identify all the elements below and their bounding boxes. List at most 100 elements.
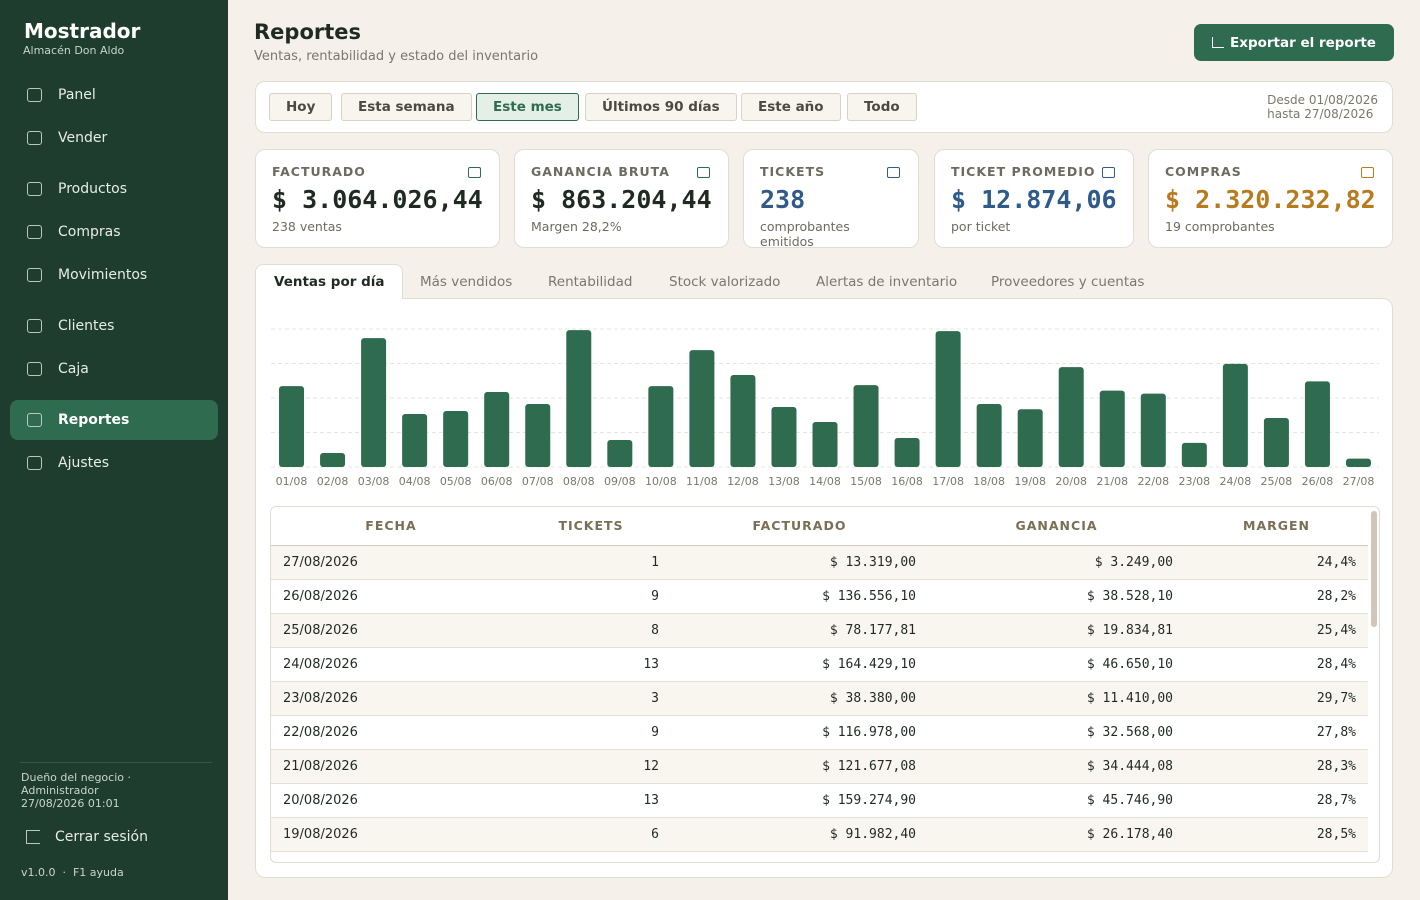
bar <box>1017 409 1043 467</box>
nav-item[interactable]: Vender <box>10 118 218 158</box>
kpi-label: TICKETS <box>760 164 826 179</box>
x-tick-label: 26/08 <box>1302 475 1334 488</box>
filter-button[interactable]: Esta semana <box>341 93 472 121</box>
filter-button[interactable]: Este mes <box>476 93 579 121</box>
tab[interactable]: Proveedores y cuentas <box>991 273 1145 290</box>
table-cell: $ 116.978,00 <box>671 715 928 750</box>
filter-button[interactable]: Últimos 90 días <box>585 93 737 121</box>
nav-icon <box>27 182 42 196</box>
table-cell: 28,2% <box>1185 579 1368 614</box>
bar <box>443 411 469 467</box>
kpi-card: TICKETS 238 comprobantes emitidos <box>743 149 919 249</box>
version: v1.0.0 · F1 ayuda <box>21 866 124 879</box>
column-header[interactable]: GANANCIA <box>928 507 1185 546</box>
table-row: 27/08/2026 1 $ 13.319,00 $ 3.249,00 24,4% <box>271 545 1368 580</box>
table-cell: 21/08/2026 <box>271 749 511 784</box>
table-cell: $ 164.429,10 <box>671 647 928 682</box>
bar <box>689 350 715 467</box>
kpi-note: 19 comprobantes <box>1165 219 1275 234</box>
bar <box>361 338 387 467</box>
logout[interactable]: Cerrar sesión <box>55 829 148 845</box>
kpi-note: por ticket <box>951 219 1011 234</box>
tab[interactable]: Rentabilidad <box>548 273 633 290</box>
bar <box>648 386 674 467</box>
filter-button[interactable]: Todo <box>847 93 917 121</box>
x-tick-label: 01/08 <box>276 475 308 488</box>
table-cell: 6 <box>511 817 671 852</box>
nav-item[interactable]: Clientes <box>10 306 218 346</box>
table-cell: $ 3.249,00 <box>928 545 1185 580</box>
table-cell: 23/08/2026 <box>271 681 511 716</box>
datetime: 27/08/2026 01:01 <box>21 797 120 810</box>
table-cell: $ 45.746,90 <box>928 783 1185 818</box>
kpi-icon <box>887 167 900 178</box>
nav-label: Panel <box>58 87 96 103</box>
table-cell: 27/08/2026 <box>271 545 511 580</box>
table-cell: $ 78.177,81 <box>671 613 928 648</box>
export-label: Exportar el reporte <box>1230 34 1376 51</box>
table-cell: $ 38.380,00 <box>671 681 928 716</box>
table-row: 23/08/2026 3 $ 38.380,00 $ 11.410,00 29,7% <box>271 681 1368 716</box>
column-header[interactable]: MARGEN <box>1185 507 1368 546</box>
range-from: Desde 01/08/2026 <box>1267 93 1378 107</box>
nav-item[interactable]: Caja <box>10 349 218 389</box>
page-title: Reportes <box>254 20 362 44</box>
kpi-card: FACTURADO $ 3.064.026,44 238 ventas <box>255 149 500 248</box>
nav-label: Caja <box>58 361 89 377</box>
sidebar: Mostrador Almacén Don Aldo Dueño del neg… <box>0 0 228 900</box>
x-tick-label: 07/08 <box>522 475 554 488</box>
user-role: Dueño del negocio · <box>21 771 131 784</box>
nav-item[interactable]: Movimientos <box>10 255 218 295</box>
x-tick-label: 20/08 <box>1055 475 1087 488</box>
bar <box>935 331 961 467</box>
x-tick-label: 10/08 <box>645 475 677 488</box>
table-row: 25/08/2026 8 $ 78.177,81 $ 19.834,81 25,4% <box>271 613 1368 648</box>
nav-item[interactable]: Panel <box>10 75 218 115</box>
kpi-card: COMPRAS $ 2.320.232,82 19 comprobantes <box>1148 149 1393 248</box>
table-row: 19/08/2026 6 $ 91.982,40 $ 26.178,40 28,5% <box>271 817 1368 852</box>
kpi-card: GANANCIA BRUTA $ 863.204,44 Margen 28,2% <box>514 149 729 248</box>
x-tick-label: 02/08 <box>317 475 349 488</box>
table-cell: 28,3% <box>1185 749 1368 784</box>
nav-icon <box>27 268 42 282</box>
bar <box>1058 367 1084 467</box>
table-cell: 24/08/2026 <box>271 647 511 682</box>
nav-icon <box>27 456 42 470</box>
table-row: 22/08/2026 9 $ 116.978,00 $ 32.568,00 27,8% <box>271 715 1368 750</box>
nav-item[interactable]: Ajustes <box>10 443 218 483</box>
bar <box>812 422 838 467</box>
tab[interactable]: Ventas por día <box>255 264 404 299</box>
kpi-label: FACTURADO <box>272 164 366 179</box>
table-cell: 19/08/2026 <box>271 817 511 852</box>
kpi-icon <box>697 167 710 178</box>
nav-item[interactable]: Productos <box>10 169 218 209</box>
table-cell: 25,4% <box>1185 613 1368 648</box>
filter-button[interactable]: Este año <box>741 93 841 121</box>
tab[interactable]: Alertas de inventario <box>816 273 958 290</box>
bar <box>279 386 305 467</box>
nav-label: Movimientos <box>58 267 148 283</box>
kpi-value: $ 2.320.232,82 <box>1165 185 1376 214</box>
table-cell: 9 <box>511 579 671 614</box>
export-button[interactable]: Exportar el reporte <box>1194 24 1394 61</box>
table-cell: 13 <box>511 647 671 682</box>
table-cell: $ 11.410,00 <box>928 681 1185 716</box>
filter-button[interactable]: Hoy <box>269 93 333 121</box>
kpi-label: COMPRAS <box>1165 164 1242 179</box>
bar <box>1181 442 1207 467</box>
kpi-card: TICKET PROMEDIO $ 12.874,06 por ticket <box>934 149 1134 248</box>
brand: Mostrador <box>24 19 141 43</box>
tab[interactable]: Más vendidos <box>420 273 513 290</box>
bar <box>484 392 510 467</box>
table-cell: $ 159.274,90 <box>671 783 928 818</box>
column-header[interactable]: FECHA <box>271 507 511 546</box>
x-tick-label: 04/08 <box>399 475 431 488</box>
x-tick-label: 17/08 <box>932 475 964 488</box>
nav-item[interactable]: Compras <box>10 212 218 252</box>
daily-table: FECHA TICKETS FACTURADO GANANCIA MARGEN 27/08… <box>271 507 1368 852</box>
table-cell: $ 26.178,40 <box>928 817 1185 852</box>
nav-item[interactable]: Reportes <box>10 400 218 440</box>
tab[interactable]: Stock valorizado <box>669 273 781 290</box>
column-header[interactable]: FACTURADO <box>671 507 928 546</box>
column-header[interactable]: TICKETS <box>511 507 671 546</box>
